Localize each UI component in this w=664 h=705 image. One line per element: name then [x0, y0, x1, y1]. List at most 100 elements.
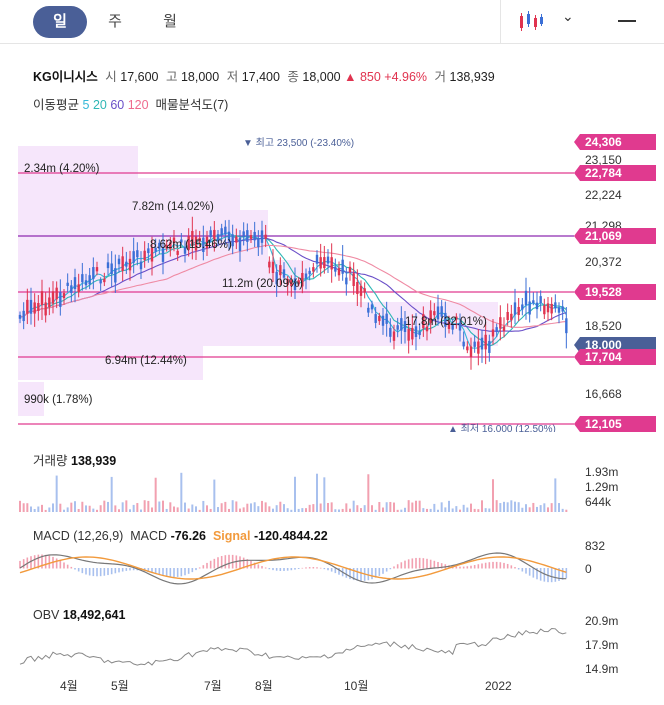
macd-histogram-bar — [195, 568, 197, 571]
volume-chart[interactable]: 1.93m 1.29m 644k — [0, 440, 664, 518]
candle-body — [330, 257, 333, 270]
candle-body — [161, 247, 165, 262]
macd-histogram-bar — [77, 568, 80, 572]
macd-histogram-bar — [151, 568, 153, 574]
candle-body — [44, 302, 47, 316]
volume-bar — [198, 509, 201, 512]
macd-histogram-bar — [543, 568, 546, 582]
macd-histogram-bar — [103, 568, 106, 576]
candlestick-chart-icon[interactable] — [517, 10, 545, 32]
macd-histogram-bar — [312, 567, 315, 569]
price-tag-shape — [574, 228, 656, 244]
profile-label: 17.8m (32.01%) — [405, 316, 487, 328]
ma5-label: 5 — [82, 98, 90, 112]
moving-average-line — [19, 235, 567, 347]
tab-month[interactable]: 월 — [163, 13, 177, 30]
candle-body — [246, 230, 249, 242]
candle-body — [180, 239, 183, 243]
macd-histogram-bar — [349, 568, 351, 580]
volume-bar — [385, 502, 388, 512]
macd-histogram-bar — [213, 558, 216, 569]
menu-icon[interactable] — [618, 20, 636, 22]
volume-bar — [264, 502, 267, 512]
macd-histogram-bar — [481, 563, 483, 569]
volume-bar — [506, 502, 509, 512]
macd-histogram-bar — [132, 568, 135, 571]
candle-body — [319, 257, 322, 269]
macd-histogram-bar — [268, 568, 271, 570]
candle-body — [297, 280, 300, 285]
candle-body — [70, 285, 73, 294]
volume-bar — [444, 507, 447, 512]
candle-body — [202, 237, 205, 252]
candle-body — [264, 234, 267, 239]
signal-line — [19, 556, 567, 580]
candle-body — [110, 263, 113, 275]
macd-histogram-bar — [492, 561, 494, 569]
volume-bar — [411, 502, 414, 512]
volume-bar — [301, 508, 304, 512]
tab-day[interactable]: 일 — [33, 6, 87, 38]
macd-histogram-bar — [206, 562, 208, 569]
macd-histogram-bar — [371, 568, 373, 580]
obv-chart[interactable]: 20.9m 17.9m 14.9m — [0, 600, 664, 678]
volume-bar — [173, 506, 175, 512]
candle-body — [209, 230, 212, 238]
macd-chart[interactable]: 832 0 — [0, 520, 664, 600]
candle-body — [337, 268, 341, 276]
candle-body — [451, 324, 454, 330]
indicator-legend[interactable]: 이동평균 5 20 60 120 매물분석도(7) — [33, 94, 228, 113]
price-chart[interactable]: 2.34m (4.20%) 7.82m (14.02%) 8.62m (15.4… — [0, 132, 664, 432]
volume-bar — [440, 502, 443, 512]
candle-body — [220, 228, 223, 236]
volume-bar — [121, 502, 124, 512]
macd-histogram-bar — [316, 567, 318, 569]
volume-bar — [561, 508, 564, 512]
tab-week[interactable]: 주 — [108, 13, 122, 30]
macd-histogram-bar — [176, 568, 179, 577]
candle-body — [308, 270, 311, 275]
axis-tick: 20,372 — [585, 255, 622, 269]
candle-body — [271, 261, 275, 274]
macd-histogram-bar — [517, 568, 520, 570]
volume-bar — [400, 509, 403, 512]
volume-bar — [565, 509, 568, 512]
volume-bar — [136, 503, 139, 512]
macd-histogram-bar — [301, 567, 304, 569]
volume-bar — [308, 504, 311, 512]
volume-bar — [371, 505, 373, 512]
candle-body — [29, 299, 33, 314]
volume-bar — [407, 500, 410, 512]
candle-body — [238, 237, 242, 252]
macd-histogram-bar — [286, 568, 289, 571]
macd-histogram-bar — [503, 562, 505, 569]
candle-body — [429, 310, 432, 323]
macd-histogram-bar — [422, 558, 425, 569]
candle-body — [73, 277, 77, 290]
volume-bar — [286, 508, 289, 512]
ma120-label: 120 — [127, 98, 149, 112]
x-tick: 5월 — [111, 679, 129, 693]
macd-histogram-bar — [525, 568, 527, 574]
volume-bar — [451, 508, 454, 512]
macd-histogram-bar — [462, 566, 465, 569]
volume-bar — [316, 473, 318, 512]
macd-histogram-bar — [279, 568, 282, 571]
macd-histogram-bar — [330, 568, 333, 572]
volume-bar — [550, 503, 553, 512]
macd-histogram-bar — [272, 568, 274, 571]
x-tick: 8월 — [255, 679, 273, 693]
candle-body — [136, 250, 139, 258]
candle-body — [378, 315, 381, 322]
volume-bar — [154, 477, 157, 512]
macd-histogram-bar — [352, 568, 355, 581]
candle-body — [293, 278, 297, 291]
volume-bar — [275, 505, 278, 512]
x-tick: 7월 — [204, 679, 222, 693]
volume-bar — [162, 500, 164, 512]
macd-histogram-bar — [55, 558, 58, 569]
macd-line-label: MACD — [130, 529, 168, 543]
chevron-down-icon[interactable]: ⌄ — [562, 8, 574, 24]
macd-histogram-bar — [356, 568, 359, 581]
macd-histogram-bar — [224, 555, 227, 569]
